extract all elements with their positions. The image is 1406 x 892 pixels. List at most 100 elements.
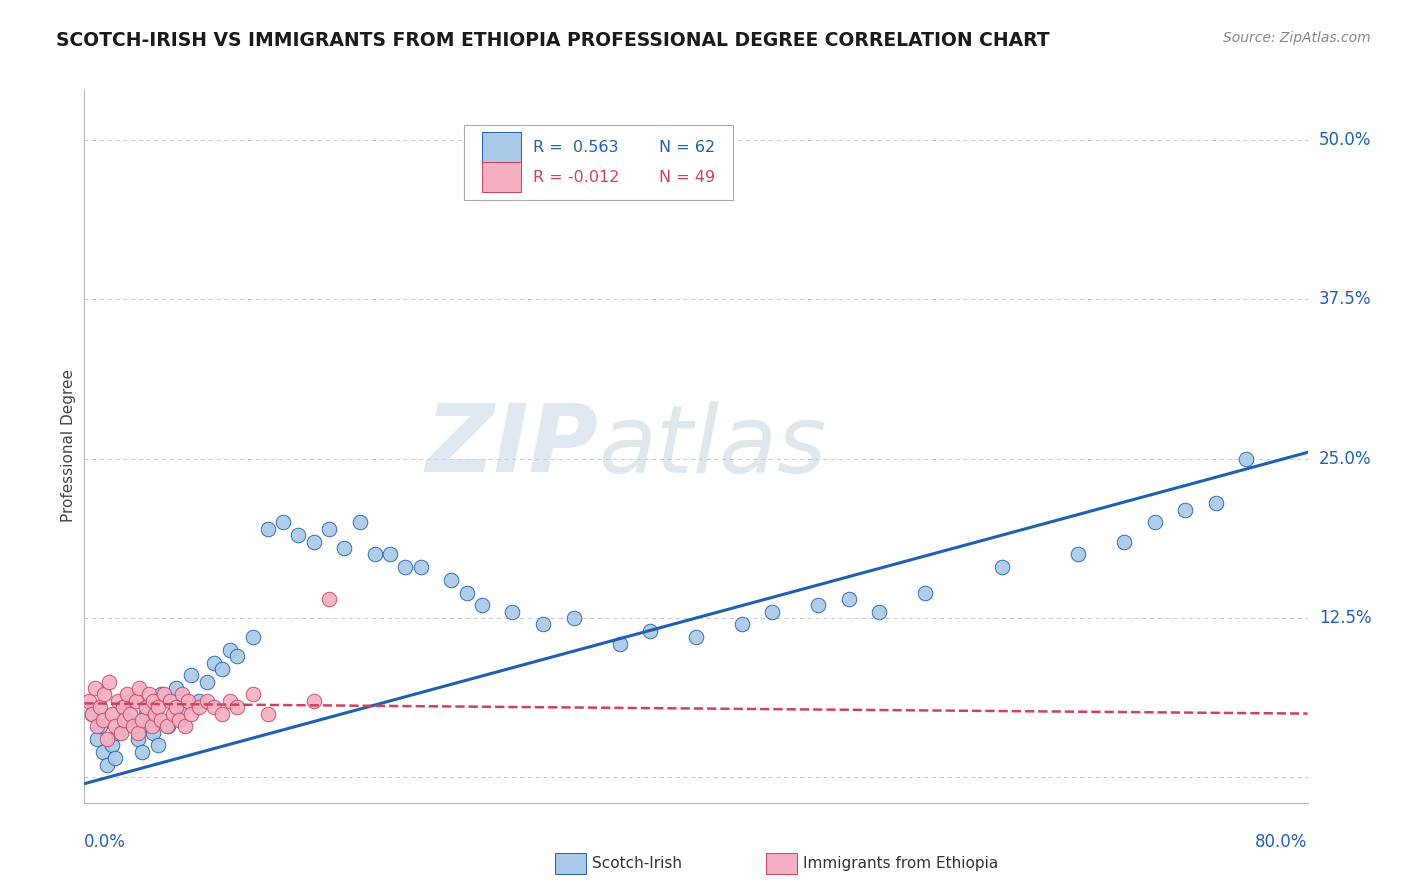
Point [131, 745, 153, 759]
Point [146, 739, 169, 753]
Point [177, 694, 200, 708]
Point [1143, 516, 1166, 530]
Point [165, 700, 187, 714]
Text: ZIP: ZIP [425, 400, 598, 492]
Point [86, 719, 108, 733]
Point [188, 694, 211, 708]
Point [146, 700, 169, 714]
Point [89, 719, 111, 733]
Point [135, 706, 157, 721]
Point [97, 674, 120, 689]
Point [153, 688, 176, 702]
Text: 25.0%: 25.0% [1319, 450, 1371, 467]
Point [287, 528, 309, 542]
Point [226, 649, 249, 664]
Point [202, 700, 225, 714]
Point [143, 706, 166, 721]
Point [142, 694, 165, 708]
Text: N = 49: N = 49 [659, 169, 716, 185]
Point [172, 688, 194, 702]
Point [173, 700, 195, 714]
Point [96, 757, 118, 772]
Point [471, 599, 494, 613]
Point [364, 547, 387, 561]
Point [138, 688, 160, 702]
Text: 37.5%: 37.5% [1319, 291, 1371, 309]
Point [91, 713, 114, 727]
Point [174, 719, 197, 733]
Point [188, 700, 211, 714]
Point [127, 732, 149, 747]
Point [218, 694, 240, 708]
Point [80, 706, 103, 721]
Point [440, 573, 463, 587]
Point [1067, 547, 1090, 561]
Point [202, 656, 225, 670]
FancyBboxPatch shape [482, 162, 522, 193]
Point [502, 605, 524, 619]
Point [86, 732, 108, 747]
Point [93, 688, 115, 702]
Point [101, 739, 124, 753]
Point [89, 700, 111, 714]
Point [120, 694, 142, 708]
Point [115, 688, 138, 702]
Point [218, 643, 240, 657]
Point [685, 630, 707, 644]
Point [318, 591, 340, 606]
Point [104, 719, 127, 733]
Point [84, 681, 107, 695]
Point [162, 706, 184, 721]
Point [111, 700, 134, 714]
Point [159, 694, 181, 708]
Point [914, 585, 936, 599]
Point [1234, 451, 1257, 466]
Point [394, 560, 416, 574]
Point [1174, 502, 1197, 516]
Point [1205, 496, 1227, 510]
Point [333, 541, 356, 555]
Point [131, 713, 153, 727]
Text: N = 62: N = 62 [659, 140, 716, 155]
Point [107, 725, 129, 739]
Point [838, 591, 860, 606]
Point [609, 636, 631, 650]
Point [107, 694, 129, 708]
Point [156, 719, 179, 733]
Point [211, 662, 233, 676]
Point [195, 674, 218, 689]
Point [135, 700, 157, 714]
Point [165, 681, 187, 695]
Point [125, 694, 148, 708]
Point [456, 585, 478, 599]
Point [128, 681, 150, 695]
Point [101, 706, 124, 721]
Text: R = -0.012: R = -0.012 [533, 169, 620, 185]
Point [257, 522, 280, 536]
Text: 80.0%: 80.0% [1256, 833, 1308, 851]
Point [1114, 534, 1136, 549]
FancyBboxPatch shape [464, 125, 733, 200]
Point [807, 599, 830, 613]
Point [211, 706, 233, 721]
Point [226, 700, 249, 714]
Point [180, 668, 202, 682]
Point [112, 713, 135, 727]
Point [991, 560, 1014, 574]
Text: Source: ZipAtlas.com: Source: ZipAtlas.com [1223, 31, 1371, 45]
Point [80, 706, 103, 721]
Y-axis label: Professional Degree: Professional Degree [60, 369, 76, 523]
Point [195, 694, 218, 708]
Point [869, 605, 891, 619]
Point [149, 688, 172, 702]
Point [318, 522, 340, 536]
Point [157, 719, 180, 733]
Text: Immigrants from Ethiopia: Immigrants from Ethiopia [803, 856, 998, 871]
Point [111, 700, 134, 714]
Point [349, 516, 371, 530]
Point [149, 713, 172, 727]
Point [271, 516, 294, 530]
Point [531, 617, 554, 632]
FancyBboxPatch shape [482, 132, 522, 162]
Point [242, 688, 264, 702]
